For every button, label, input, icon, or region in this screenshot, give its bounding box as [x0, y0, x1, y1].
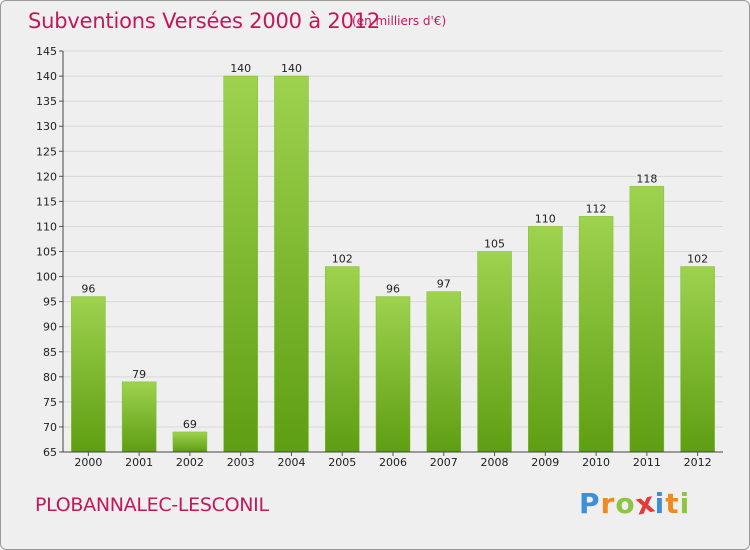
y-tick-label: 140 — [36, 70, 57, 83]
bar-value-label: 112 — [586, 202, 607, 215]
y-tick-label: 125 — [36, 145, 57, 158]
bar-value-label: 97 — [437, 278, 451, 291]
y-tick-label: 80 — [43, 371, 57, 384]
y-tick-label: 120 — [36, 170, 57, 183]
bar-value-label: 102 — [687, 253, 708, 266]
y-tick-label: 70 — [43, 421, 57, 434]
axis-layer: 65 70 75 80 85 90 95 100 105 110 115 120 125 130 135 14… — [36, 45, 723, 469]
x-tick-label: 2005 — [328, 456, 356, 469]
logo-letter: P — [579, 487, 601, 520]
logo-letter: i — [679, 487, 691, 520]
y-tick-label: 110 — [36, 220, 57, 233]
bar — [121, 381, 157, 453]
bar — [375, 296, 411, 453]
bar — [578, 216, 614, 453]
bar-layer: 96 79 69 140 140 102 96 97 105 110 112 118 102 — [71, 62, 715, 453]
logo-letter: t — [665, 487, 680, 520]
bar-value-label: 102 — [332, 253, 353, 266]
chart-title: Subventions Versées 2000 à 2012 — [28, 9, 381, 33]
bar — [274, 75, 309, 453]
x-tick-label: 2000 — [74, 456, 102, 469]
bar — [71, 296, 106, 453]
x-tick-label: 2010 — [582, 456, 610, 469]
bar — [477, 251, 512, 453]
bar-value-label: 105 — [484, 238, 505, 251]
logo-letter: o — [615, 487, 636, 520]
bar-value-label: 79 — [132, 368, 146, 381]
bar-value-label: 140 — [230, 62, 251, 75]
y-tick-label: 100 — [36, 271, 57, 284]
x-tick-label: 2011 — [633, 456, 661, 469]
chart-subtitle: (en milliers d'€) — [352, 14, 447, 28]
x-tick-label: 2007 — [430, 456, 458, 469]
x-tick-label: 2001 — [125, 456, 153, 469]
y-tick-label: 145 — [36, 45, 57, 58]
y-tick-label: 115 — [36, 195, 57, 208]
bar — [629, 186, 665, 453]
proxiti-logo[interactable]: Proxiti — [579, 485, 691, 521]
logo-letter: r — [600, 487, 616, 520]
bar-value-label: 110 — [535, 212, 556, 225]
bar-value-label: 140 — [281, 62, 302, 75]
bar — [680, 266, 715, 453]
y-tick-label: 135 — [36, 95, 57, 108]
bar — [528, 226, 563, 453]
y-tick-label: 105 — [36, 246, 57, 259]
y-tick-label: 90 — [43, 321, 57, 334]
x-tick-label: 2009 — [531, 456, 559, 469]
x-tick-label: 2002 — [176, 456, 204, 469]
bar — [172, 431, 208, 453]
x-tick-label: 2008 — [481, 456, 509, 469]
y-tick-label: 75 — [43, 396, 57, 409]
bar-value-label: 69 — [183, 418, 197, 431]
x-tick-label: 2003 — [227, 456, 255, 469]
bar-value-label: 96 — [81, 283, 95, 296]
x-tick-label: 2006 — [379, 456, 407, 469]
x-tick-label: 2004 — [277, 456, 305, 469]
x-tick-label: 2012 — [684, 456, 712, 469]
bar — [324, 266, 360, 453]
bar-value-label: 96 — [386, 283, 400, 296]
y-tick-label: 130 — [36, 120, 57, 133]
bar — [426, 291, 462, 453]
commune-name: PLOBANNALEC-LESCONIL — [35, 494, 269, 516]
y-tick-label: 95 — [43, 296, 57, 309]
bar — [223, 75, 258, 453]
logo-letter: i — [654, 487, 666, 520]
y-tick-label: 85 — [43, 346, 57, 359]
bar-value-label: 118 — [636, 172, 657, 185]
y-tick-label: 65 — [43, 446, 57, 459]
